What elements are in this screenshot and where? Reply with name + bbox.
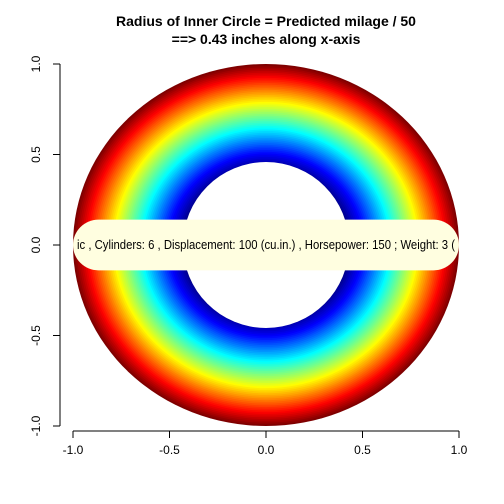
x-tick-label: 0.0	[258, 443, 275, 457]
x-tick-label: 0.5	[354, 443, 371, 457]
y-axis: -1.0 -0.5 0.0 0.5 1.0	[29, 55, 61, 436]
y-tick-label: -1.0	[29, 415, 43, 436]
y-tick-label: 0.5	[29, 146, 43, 163]
x-tick-label: -0.5	[159, 443, 180, 457]
y-tick-label: 1.0	[29, 55, 43, 72]
chart-title-line-1: Radius of Inner Circle = Predicted milag…	[116, 13, 416, 29]
x-tick-label: -1.0	[63, 443, 84, 457]
y-tick-label: -0.5	[29, 325, 43, 346]
x-axis: -1.0 -0.5 0.0 0.5 1.0	[63, 430, 468, 457]
y-tick-label: 0.0	[29, 236, 43, 253]
car-info-banner	[73, 219, 459, 271]
chart-title-line-2: ==> 0.43 inches along x-axis	[172, 31, 361, 47]
car-info-text: ic , Cylinders: 6 , Displacement: 100 (c…	[77, 238, 456, 252]
x-tick-label: 1.0	[451, 443, 468, 457]
